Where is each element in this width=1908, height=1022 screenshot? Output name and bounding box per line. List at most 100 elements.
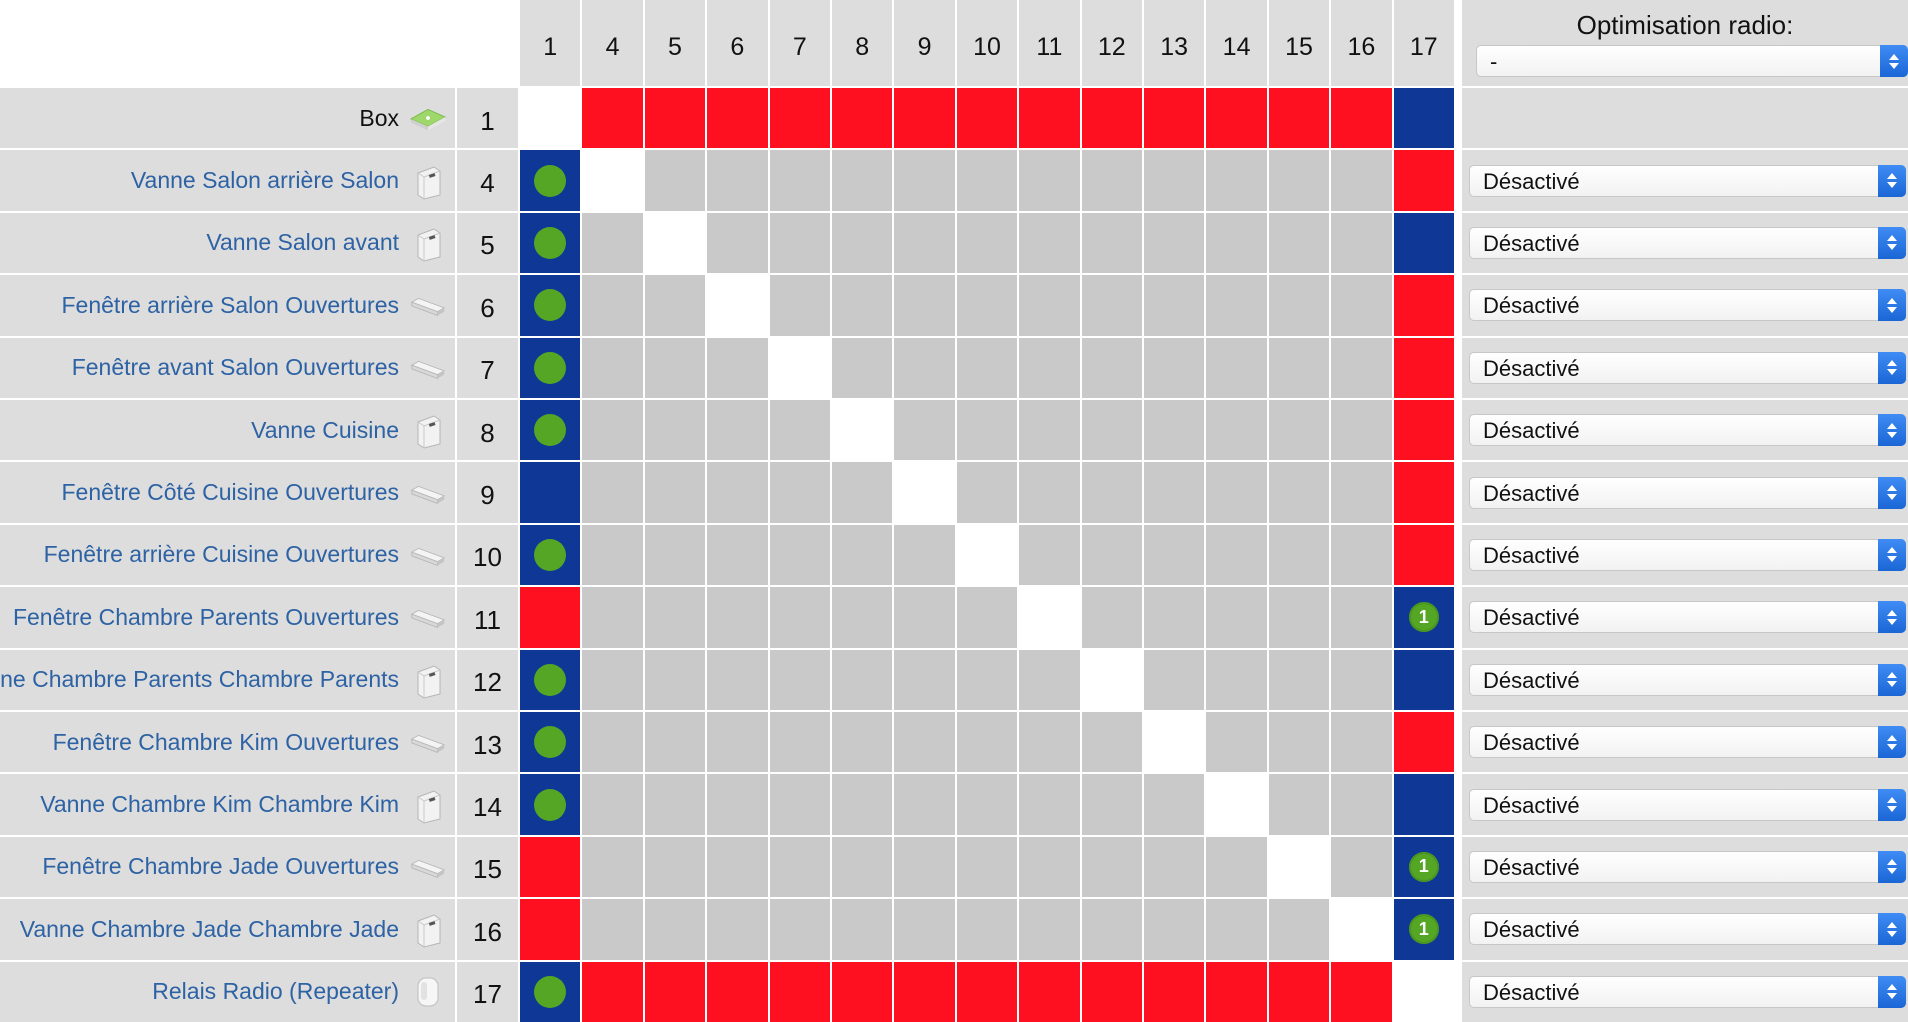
matrix-cell (707, 400, 768, 461)
link-ok-dot (534, 726, 567, 759)
optimisation-row-select[interactable]: Désactivé (1469, 164, 1906, 197)
select-arrows-icon (1878, 788, 1906, 821)
matrix-cell (707, 836, 768, 898)
device-name-cell: Relais Radio (Repeater) (0, 961, 455, 1022)
device-link[interactable]: Fenêtre avant Salon Ouvertures (71, 354, 399, 381)
select-value: Désactivé (1483, 979, 1580, 1005)
matrix-cell (1019, 712, 1080, 773)
column-header-12: 12 (1081, 0, 1142, 86)
window-sensor-icon (409, 597, 447, 637)
matrix-cell (582, 836, 643, 898)
matrix-cell (1144, 337, 1205, 398)
matrix-cell (644, 712, 706, 773)
optimisation-cell: Désactivé (1462, 524, 1908, 586)
optimisation-select[interactable]: - (1476, 45, 1908, 77)
matrix-cell (1331, 275, 1392, 336)
device-link[interactable]: Vanne Salon arrière Salon (130, 167, 399, 194)
device-link[interactable]: Fenêtre arrière Cuisine Ouvertures (43, 541, 399, 568)
matrix-cell (1206, 88, 1267, 149)
matrix-cell (582, 88, 643, 149)
optimisation-row-select[interactable]: Désactivé (1469, 226, 1906, 259)
matrix-cell (894, 150, 955, 211)
matrix-cell (1393, 88, 1454, 149)
device-link[interactable]: Fenêtre Chambre Parents Ouvertures (12, 603, 399, 630)
matrix-cell (1144, 899, 1205, 960)
matrix-cell (582, 400, 643, 461)
matrix-cell (956, 836, 1018, 898)
optimisation-row-select[interactable]: Désactivé (1469, 788, 1906, 821)
matrix-cell (1019, 774, 1080, 835)
matrix-cell (1019, 337, 1080, 398)
matrix-cell (1331, 712, 1392, 773)
device-link[interactable]: Vanne Chambre Parents Chambre Parents (0, 666, 399, 693)
matrix-cell (582, 587, 643, 648)
valve-icon (409, 223, 447, 263)
optimisation-row-select[interactable]: Désactivé (1469, 289, 1906, 322)
device-name-cell: Fenêtre arrière Salon Ouvertures (0, 275, 455, 336)
optimisation-cell: Désactivé (1462, 712, 1908, 773)
matrix-cell (832, 88, 893, 149)
matrix-cell (956, 899, 1018, 960)
device-link[interactable]: Vanne Chambre Kim Chambre Kim (40, 791, 399, 818)
matrix-cell (956, 712, 1018, 773)
optimisation-row-select[interactable]: Désactivé (1469, 726, 1906, 759)
matrix-cell (1331, 836, 1392, 898)
select-arrows-icon (1880, 45, 1908, 77)
matrix-cell (769, 400, 830, 461)
matrix-cell (707, 88, 768, 149)
select-arrows-icon (1878, 663, 1906, 696)
optimisation-row-select[interactable]: Désactivé (1469, 476, 1906, 509)
matrix-cell (1393, 961, 1454, 1022)
matrix-cell (644, 774, 706, 835)
device-link[interactable]: Fenêtre Chambre Kim Ouvertures (52, 728, 399, 755)
device-id: 12 (457, 649, 518, 710)
optimisation-row-select[interactable]: Désactivé (1469, 663, 1906, 696)
matrix-cell (894, 774, 955, 835)
column-header-17: 17 (1393, 0, 1454, 86)
matrix-cell (520, 899, 581, 960)
matrix-cell (1331, 899, 1392, 960)
select-value: Désactivé (1483, 792, 1580, 818)
matrix-cell (1393, 649, 1454, 710)
optimisation-row-select[interactable]: Désactivé (1469, 850, 1906, 883)
matrix-cell (582, 961, 643, 1022)
optimisation-row-select[interactable]: Désactivé (1469, 414, 1906, 447)
optimisation-row-select[interactable]: Désactivé (1469, 538, 1906, 571)
matrix-cell (644, 899, 706, 960)
select-value: Désactivé (1483, 168, 1580, 194)
matrix-cell (1331, 462, 1392, 523)
matrix-cell (1393, 712, 1454, 773)
optimisation-cell: Désactivé (1462, 587, 1908, 648)
device-link[interactable]: Vanne Salon avant (206, 229, 399, 256)
window-sensor-icon (409, 535, 447, 575)
matrix-cell (1081, 337, 1142, 398)
optimisation-row-select[interactable]: Désactivé (1469, 975, 1906, 1008)
select-arrows-icon (1878, 414, 1906, 447)
matrix-cell (1206, 587, 1267, 648)
device-link[interactable]: Vanne Chambre Jade Chambre Jade (19, 915, 399, 942)
optimisation-row-select[interactable]: Désactivé (1469, 351, 1906, 384)
select-value: Désactivé (1483, 418, 1580, 444)
matrix-cell (1206, 774, 1267, 835)
optimisation-cell: Désactivé (1462, 774, 1908, 835)
matrix-cell (832, 524, 893, 586)
matrix-cell (1268, 836, 1330, 898)
window-sensor-icon (409, 847, 447, 887)
select-arrows-icon (1878, 850, 1906, 883)
device-name-cell: Fenêtre Chambre Kim Ouvertures (0, 712, 455, 773)
matrix-cell (1019, 961, 1080, 1022)
optimisation-cell: Désactivé (1462, 150, 1908, 211)
optimisation-row-select[interactable]: Désactivé (1469, 913, 1906, 946)
matrix-cell (1331, 774, 1392, 835)
device-link[interactable]: Relais Radio (Repeater) (152, 978, 399, 1005)
device-link[interactable]: Fenêtre arrière Salon Ouvertures (61, 291, 400, 318)
device-link[interactable]: Fenêtre Côté Cuisine Ouvertures (61, 479, 400, 506)
matrix-cell (1081, 774, 1142, 835)
device-link[interactable]: Vanne Cuisine (251, 416, 399, 443)
optimisation-row-select[interactable]: Désactivé (1469, 601, 1906, 634)
matrix-cell (956, 337, 1018, 398)
device-link[interactable]: Fenêtre Chambre Jade Ouvertures (42, 853, 399, 880)
window-sensor-icon (409, 722, 447, 762)
matrix-cell (1206, 462, 1267, 523)
matrix-cell (1144, 649, 1205, 710)
